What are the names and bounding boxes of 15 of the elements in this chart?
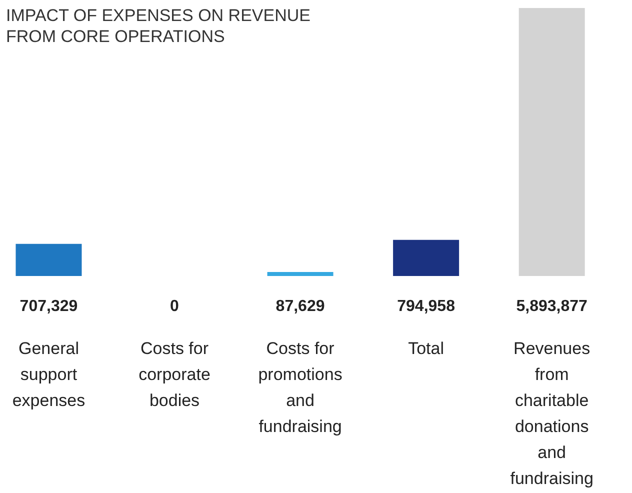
data-label: 707,329 (20, 298, 78, 315)
data-label: 5,893,877 (516, 298, 588, 315)
bar (16, 244, 82, 276)
x-tick-label: Total (408, 339, 444, 358)
text: IMPACT OF EXPENSES ON REVENUE FROM CORE OPERATIONS (6, 6, 310, 46)
x-tick-label: Revenues from charitable donations and fundraising (510, 339, 594, 488)
bar (393, 240, 460, 276)
data-label: 0 (170, 298, 180, 315)
bar (267, 272, 334, 276)
data-label: 794,958 (397, 298, 456, 315)
data-label: 87,629 (276, 298, 325, 315)
bar (518, 8, 585, 276)
x-tick-label: General support expenses (12, 339, 86, 410)
x-tick-label: Costs for corporate bodies (138, 339, 210, 410)
x-tick-label: Costs for promotions and fundraising (258, 339, 342, 436)
